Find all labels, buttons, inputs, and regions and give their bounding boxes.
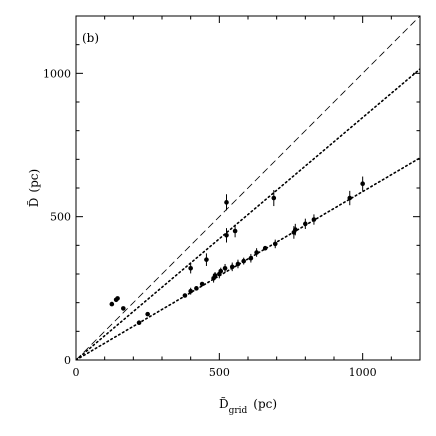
data-point bbox=[188, 288, 193, 294]
x-tick-label: 0 bbox=[73, 366, 80, 379]
y-tick-label: 500 bbox=[50, 211, 71, 224]
data-point bbox=[311, 217, 317, 222]
y-tick-label: 0 bbox=[64, 354, 71, 367]
y-axis-label-main: D̃ bbox=[26, 198, 41, 208]
y-axis-label: D̃ (pc) bbox=[26, 169, 41, 207]
data-point bbox=[136, 320, 142, 326]
data-point bbox=[248, 255, 254, 261]
data-point bbox=[272, 241, 278, 247]
data-point bbox=[199, 281, 205, 287]
data-point bbox=[109, 301, 115, 307]
data-point bbox=[218, 268, 224, 274]
one-to-one-dashed-line bbox=[76, 16, 420, 360]
data-point bbox=[347, 195, 353, 201]
data-point bbox=[303, 221, 308, 227]
data-point bbox=[262, 245, 268, 251]
fit-dotted-line bbox=[76, 68, 420, 360]
x-tick-label: 1000 bbox=[349, 366, 377, 379]
panel-label: (b) bbox=[82, 31, 99, 45]
axis-ticks bbox=[75, 15, 421, 361]
data-point bbox=[115, 296, 120, 301]
fit-dotted-line bbox=[76, 157, 420, 360]
data-point bbox=[224, 200, 229, 205]
data-point bbox=[241, 258, 246, 264]
data-point bbox=[204, 257, 209, 262]
data-point bbox=[212, 273, 218, 278]
data-points bbox=[109, 176, 365, 326]
x-axis-label: D̃grid (pc) bbox=[219, 396, 277, 416]
data-point bbox=[224, 233, 229, 238]
data-point bbox=[182, 293, 188, 298]
data-point bbox=[222, 265, 228, 271]
reference-lines bbox=[76, 16, 420, 360]
data-point bbox=[145, 311, 150, 317]
y-axis-label-unit: (pc) bbox=[27, 169, 41, 193]
data-point bbox=[121, 306, 126, 311]
data-point bbox=[194, 286, 199, 291]
x-tick-label: 500 bbox=[209, 366, 230, 379]
data-point bbox=[271, 195, 277, 201]
x-axis-label-sub: grid bbox=[229, 406, 248, 416]
data-point bbox=[293, 227, 298, 232]
x-axis-label-main: D̃ bbox=[219, 396, 229, 411]
data-point bbox=[235, 261, 241, 267]
tick-labels: 0 500 1000 0 500 1000 bbox=[43, 67, 377, 379]
y-tick-label: 1000 bbox=[43, 67, 71, 80]
data-point bbox=[232, 228, 238, 234]
data-point bbox=[360, 181, 365, 186]
data-point bbox=[229, 264, 235, 270]
data-point bbox=[254, 250, 259, 255]
x-axis-label-unit: (pc) bbox=[253, 397, 277, 411]
data-point bbox=[188, 265, 193, 271]
